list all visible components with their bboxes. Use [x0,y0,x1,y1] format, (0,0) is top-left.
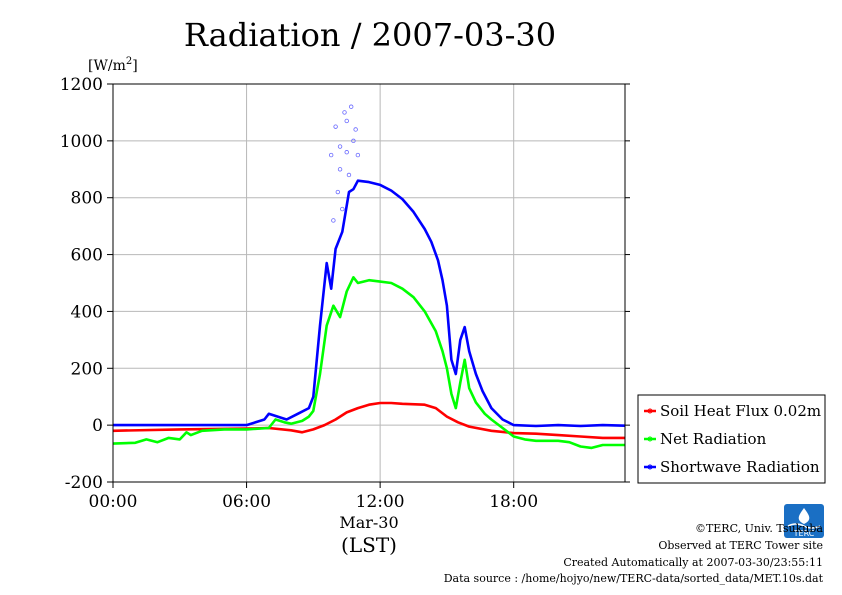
x-tick-label: 18:00 [489,492,538,512]
scatter-point [351,138,356,144]
scatter-point [333,124,338,129]
credit-source: Data source : /home/hojyo/new/TERC-data/… [444,572,824,585]
legend-marker [647,464,653,470]
y-tick-label: 200 [71,359,103,379]
scatter-point [337,144,343,149]
legend-label: Soil Heat Flux 0.02m [660,402,821,420]
wave-icon [787,523,821,529]
scatter-point [335,189,341,195]
y-tick-label: 1000 [60,132,103,152]
series-line-shortwave-radiation [113,179,626,428]
x-axis-title: (LST) [341,533,397,557]
legend-marker [647,408,653,414]
scatter-point [344,150,349,155]
grid-lines [112,83,625,483]
y-tick-label: 800 [71,189,103,209]
scatter-point [346,172,352,178]
x-axis-date: Mar-30 [339,513,398,532]
y-axis-unit-close: ] [132,58,137,74]
legend-label: Net Radiation [660,430,767,448]
y-axis: -200 0 200 400 600 800 1000 1200 [60,75,630,493]
y-tick-label: 600 [71,246,103,266]
x-tick-label: 12:00 [356,492,405,512]
scatter-point [342,110,347,115]
y-axis-unit-main: [W/m [88,58,126,74]
legend-marker [647,436,653,442]
credit-created: Created Automatically at 2007-03-30/23:5… [563,556,823,569]
scatter-layer [328,104,361,223]
y-tick-label: 400 [71,302,103,322]
x-axis: 00:00 06:00 12:00 18:00 [89,482,538,512]
x-tick-label: 00:00 [89,492,138,512]
credit-copyright: ©TERC, Univ. Tsukuba [695,522,823,535]
y-tick-label: -200 [65,473,103,493]
scatter-point [355,152,361,158]
y-tick-label: 0 [92,416,103,436]
scatter-point [340,206,345,212]
droplet-icon [798,508,810,524]
legend-box [637,394,826,484]
y-tick-label: 1200 [60,75,103,95]
series-layer [112,179,626,450]
scatter-point [348,104,354,109]
credit-observed: Observed at TERC Tower site [658,539,823,552]
series-line-soil-heat-flux-0-02m [112,401,625,440]
scatter-point [337,167,343,172]
series-line-net-radiation [112,276,625,450]
scatter-point [353,127,358,132]
chart-title: Radiation / 2007-03-30 [184,16,556,54]
scatter-point [344,118,349,124]
legend-label: Shortwave Radiation [660,458,820,476]
y-axis-unit-sup: 2 [126,56,132,67]
terc-logo: TERC [784,504,824,538]
scatter-point [331,218,336,223]
legend: Soil Heat Flux 0.02m Net Radiation Shortwa… [637,394,826,484]
scatter-point [328,152,334,158]
plot-frame [112,83,626,483]
x-tick-label: 06:00 [222,492,271,512]
y-axis-unit: [W/m2] [88,56,138,74]
logo-text: TERC [793,529,815,538]
